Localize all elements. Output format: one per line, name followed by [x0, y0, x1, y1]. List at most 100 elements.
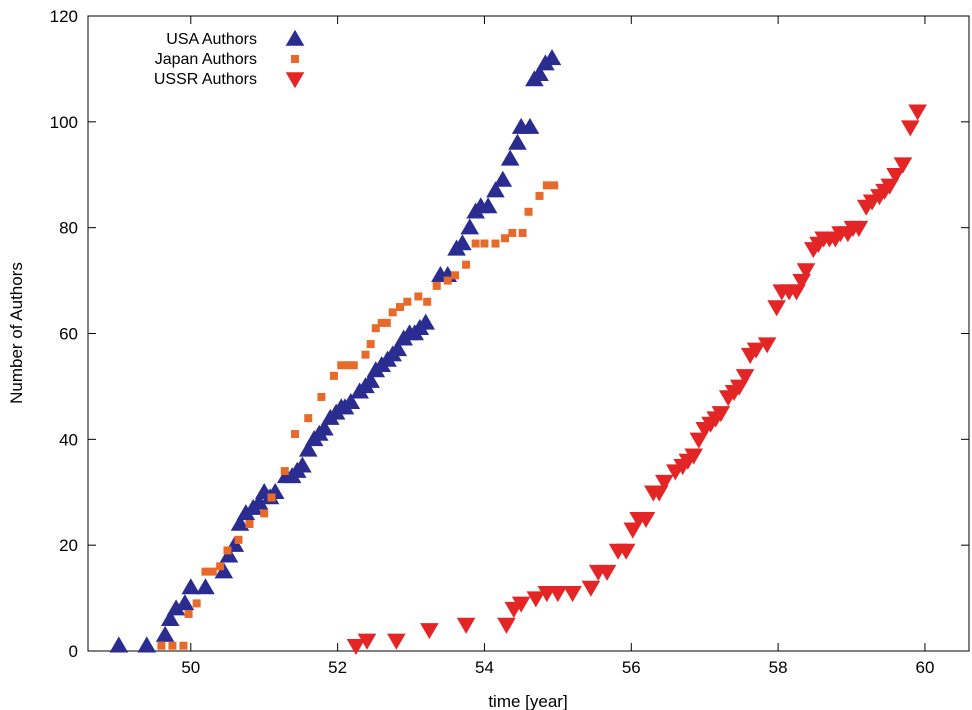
data-point [337, 361, 346, 370]
data-point [563, 586, 582, 603]
x-axis-label: time [year] [488, 692, 567, 710]
data-point [508, 133, 527, 150]
data-point [230, 514, 250, 531]
data-point [497, 617, 516, 634]
data-point [344, 361, 353, 370]
data-point [219, 546, 239, 563]
data-point [501, 234, 510, 243]
data-point [508, 228, 517, 237]
data-point [451, 271, 460, 280]
legend-label: USSR Authors [154, 71, 257, 88]
data-point [245, 520, 254, 528]
data-point [616, 543, 636, 560]
data-point [423, 297, 432, 306]
x-tick-label: 58 [769, 658, 788, 677]
data-point [581, 580, 601, 597]
y-tick-label: 120 [50, 7, 78, 26]
data-point [735, 369, 755, 386]
data-point [746, 342, 766, 359]
data-point [260, 509, 269, 518]
legend-marker [285, 29, 305, 46]
data-point [456, 617, 476, 634]
y-tick-label: 40 [59, 430, 78, 449]
data-point [317, 393, 326, 401]
data-point [414, 292, 423, 301]
data-point [655, 474, 674, 491]
x-tick-label: 60 [915, 658, 934, 677]
data-point [160, 609, 180, 626]
data-point [341, 392, 361, 410]
data-point [267, 493, 276, 502]
data-point [796, 263, 816, 280]
data-point [184, 609, 193, 618]
data-point [757, 337, 777, 354]
data-point [216, 562, 225, 571]
data-point [166, 599, 186, 616]
data-point [387, 633, 406, 650]
data-point [357, 633, 377, 650]
data-point [298, 440, 318, 457]
data-point [388, 308, 397, 317]
x-tick-label: 50 [181, 658, 200, 677]
data-point [201, 567, 210, 576]
data-point [403, 297, 412, 306]
data-point [524, 207, 533, 216]
data-point [361, 350, 370, 359]
data-point [329, 371, 338, 380]
legend-label: USA Authors [166, 31, 257, 48]
data-point [280, 467, 289, 476]
data-point [462, 260, 471, 269]
data-point [849, 220, 869, 237]
data-point [416, 313, 436, 330]
data-point [900, 120, 920, 137]
data-point [366, 340, 375, 349]
data-points [109, 49, 927, 656]
data-point [377, 318, 386, 327]
data-point [349, 361, 358, 370]
y-axis-label: Number of Authors [7, 262, 26, 404]
x-tick-label: 54 [475, 658, 494, 677]
data-point [886, 168, 905, 185]
data-point [223, 546, 232, 555]
data-point [214, 562, 234, 579]
data-point [157, 641, 166, 650]
data-point [478, 197, 498, 214]
data-point [535, 191, 544, 200]
data-point [689, 432, 709, 449]
data-point [208, 567, 217, 576]
data-point [291, 430, 300, 439]
data-point [137, 636, 157, 653]
data-point [453, 234, 472, 251]
data-point [249, 493, 269, 510]
data-point [880, 178, 900, 195]
legend: USA Authors Japan Authors USSR Authors [154, 29, 305, 89]
data-point [155, 625, 175, 642]
plot-frame [87, 15, 970, 652]
data-point [382, 318, 391, 327]
data-point [396, 303, 405, 312]
data-point [486, 181, 505, 198]
data-point [471, 239, 480, 248]
data-point [729, 379, 749, 396]
data-point [908, 104, 927, 121]
y-tick-label: 0 [69, 642, 78, 661]
data-point [893, 157, 913, 174]
data-point [518, 228, 527, 237]
data-point [480, 239, 489, 248]
data-point [109, 636, 129, 653]
data-point [491, 239, 500, 248]
data-point [432, 281, 441, 290]
data-point [542, 181, 551, 190]
data-point [346, 638, 366, 656]
data-point [443, 276, 452, 285]
data-point [420, 623, 439, 640]
data-point [460, 218, 480, 235]
x-tick-label: 56 [622, 658, 641, 677]
data-point [767, 300, 786, 317]
data-point [196, 578, 215, 595]
data-point [293, 456, 312, 473]
series-2 [346, 104, 927, 656]
x-tick-label: 52 [328, 658, 347, 677]
y-tick-label: 60 [59, 325, 78, 344]
data-point [511, 596, 531, 613]
